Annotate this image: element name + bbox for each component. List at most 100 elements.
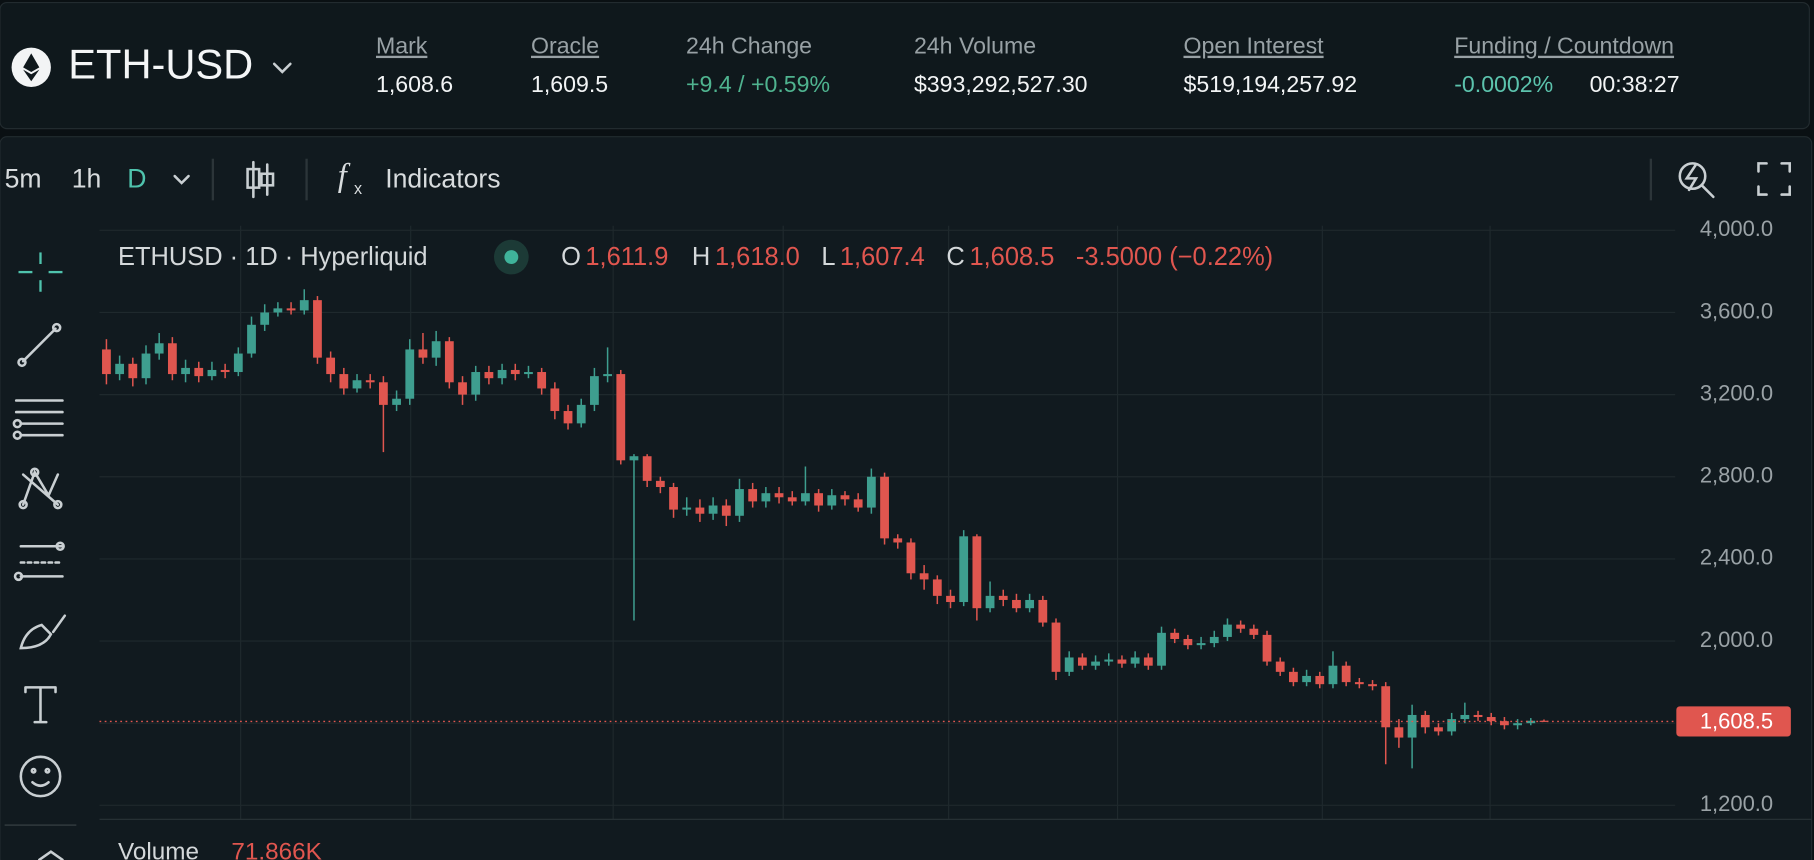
- volume-title: Volume: [118, 838, 199, 860]
- text-tool[interactable]: [24, 686, 57, 724]
- candle-body: [1434, 727, 1443, 732]
- brush-tool[interactable]: [19, 614, 67, 650]
- stat-value: -0.0002%: [1454, 71, 1553, 97]
- candle-body: [115, 363, 125, 375]
- candle-body: [906, 542, 916, 574]
- candle-body: [1275, 661, 1285, 672]
- candle-body: [1513, 723, 1523, 726]
- candle-body: [1077, 657, 1087, 666]
- lines-tool[interactable]: [12, 399, 64, 440]
- candle-body: [1196, 643, 1206, 646]
- quick-search-button[interactable]: [1678, 162, 1715, 199]
- candle-body: [972, 536, 982, 609]
- candle-body: [444, 341, 454, 383]
- y-tick-label: 3,600.0: [1700, 298, 1773, 323]
- candle-body: [1223, 624, 1232, 637]
- ohlc-value: 1,618.0: [715, 243, 800, 271]
- candle-body: [1025, 599, 1035, 609]
- indicators-button[interactable]: Indicators: [385, 164, 500, 194]
- candle-body: [233, 353, 243, 373]
- candle-body: [313, 300, 322, 358]
- candle-body: [141, 353, 151, 379]
- candle-body: [299, 300, 309, 311]
- pattern-tool[interactable]: [18, 467, 63, 510]
- candle-body: [497, 369, 507, 379]
- candle-body: [102, 349, 111, 375]
- candle-body: [326, 357, 336, 375]
- candle-body: [642, 456, 652, 481]
- fib-tool[interactable]: [13, 541, 65, 582]
- indicators-icon[interactable]: x: [354, 180, 362, 198]
- last-price-label: 1,608.5: [1700, 708, 1773, 733]
- trendline-tool[interactable]: [17, 322, 62, 368]
- candle-body: [827, 495, 837, 506]
- candle-body: [880, 476, 889, 539]
- candle-body: [537, 372, 547, 389]
- candle-body: [286, 308, 296, 311]
- candle-body: [1420, 714, 1430, 728]
- candle-body: [1407, 714, 1417, 738]
- y-tick-label: 1,200.0: [1700, 791, 1773, 816]
- ohlc-key: O: [561, 243, 581, 271]
- candle-body: [1038, 599, 1048, 623]
- ohlc-value: 1,608.5: [969, 243, 1054, 271]
- candle-body: [1064, 657, 1074, 672]
- volume-value: 71.866K: [231, 838, 321, 860]
- candle-body: [748, 489, 758, 502]
- interval-button[interactable]: D: [127, 164, 146, 194]
- candle-body: [1236, 624, 1246, 629]
- candle-body: [405, 349, 415, 399]
- candle-body: [761, 493, 771, 502]
- candle-body: [1170, 632, 1180, 639]
- candle-body: [1539, 720, 1549, 722]
- candle-body: [1249, 628, 1259, 635]
- crosshair-tool[interactable]: [18, 252, 63, 292]
- candle-body: [682, 507, 692, 510]
- candle-body: [774, 493, 784, 498]
- candle-body: [866, 476, 876, 508]
- stat-label: Oracle: [531, 33, 599, 59]
- emoji-tool[interactable]: [19, 755, 62, 798]
- header-panel: [0, 1, 1810, 130]
- candle-body: [1341, 665, 1351, 683]
- candle-body: [616, 374, 626, 461]
- candle-body: [1460, 714, 1470, 720]
- candle-body: [1394, 727, 1404, 738]
- fullscreen-button[interactable]: [1757, 162, 1791, 196]
- candle-body: [510, 369, 520, 375]
- candle-body: [787, 497, 797, 502]
- candle-body: [985, 595, 995, 609]
- y-tick-label: 2,800.0: [1700, 463, 1773, 488]
- candle-body: [1500, 721, 1509, 726]
- candle-body: [392, 398, 401, 405]
- candle-body: [603, 374, 612, 377]
- candle-body: [339, 374, 349, 389]
- candle-body: [1117, 659, 1127, 664]
- candle-body: [590, 376, 599, 405]
- y-tick-label: 3,200.0: [1700, 380, 1773, 405]
- candle-body: [128, 363, 138, 379]
- candle-body: [1183, 638, 1193, 646]
- candle-body: [893, 538, 903, 543]
- stat-label: 24h Volume: [914, 33, 1036, 59]
- candle-body: [801, 493, 810, 502]
- candle-body: [840, 495, 850, 500]
- stat-value: $519,194,257.92: [1183, 71, 1357, 97]
- candle-body: [629, 456, 639, 461]
- interval-button[interactable]: 5m: [5, 164, 42, 194]
- candle-body: [1328, 665, 1338, 685]
- candle-body: [655, 480, 665, 488]
- chart-type-button[interactable]: [246, 160, 275, 199]
- candle-body: [431, 341, 441, 358]
- candle-body: [708, 505, 718, 514]
- ohlc-key: L: [821, 243, 835, 271]
- interval-chevron[interactable]: [173, 174, 190, 185]
- market-chevron[interactable]: [272, 62, 292, 74]
- market-symbol[interactable]: ETH-USD: [68, 40, 253, 87]
- ohlc-value: 1,607.4: [840, 243, 925, 271]
- candle-body: [1354, 682, 1364, 685]
- interval-button[interactable]: 1h: [72, 164, 102, 194]
- stat-label: 24h Change: [686, 33, 812, 59]
